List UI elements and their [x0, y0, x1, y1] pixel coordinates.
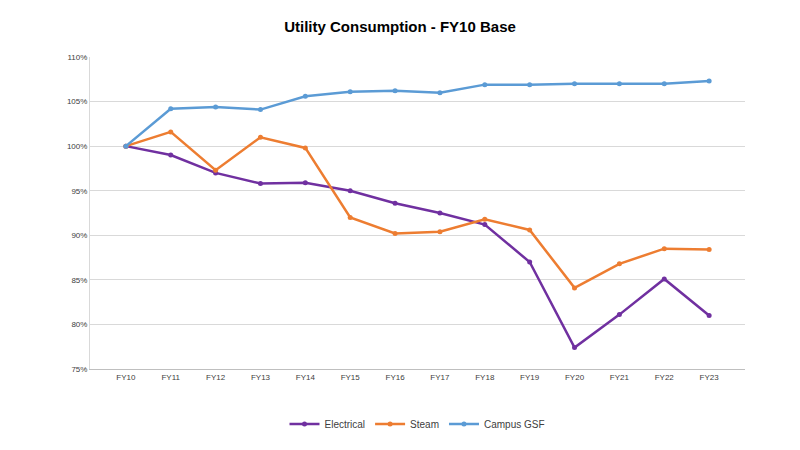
svg-text:95%: 95% [71, 187, 87, 196]
svg-text:FY16: FY16 [386, 373, 406, 382]
svg-text:80%: 80% [71, 320, 87, 329]
svg-text:FY17: FY17 [430, 373, 450, 382]
svg-text:FY21: FY21 [610, 373, 630, 382]
svg-text:FY19: FY19 [520, 373, 540, 382]
svg-text:FY15: FY15 [341, 373, 361, 382]
svg-text:Campus GSF: Campus GSF [484, 419, 545, 430]
svg-text:75%: 75% [71, 365, 87, 374]
svg-text:90%: 90% [71, 231, 87, 240]
svg-text:FY13: FY13 [251, 373, 271, 382]
svg-text:FY20: FY20 [565, 373, 585, 382]
svg-text:FY22: FY22 [655, 373, 675, 382]
svg-text:FY23: FY23 [700, 373, 720, 382]
svg-text:FY12: FY12 [206, 373, 226, 382]
svg-text:110%: 110% [68, 53, 88, 62]
svg-text:Utility Consumption - FY10 Bas: Utility Consumption - FY10 Base [284, 18, 516, 35]
svg-text:105%: 105% [67, 97, 87, 106]
svg-text:FY10: FY10 [116, 373, 136, 382]
svg-text:85%: 85% [71, 276, 87, 285]
svg-text:FY11: FY11 [161, 373, 180, 382]
svg-text:Steam: Steam [410, 419, 439, 430]
svg-text:FY14: FY14 [296, 373, 316, 382]
svg-text:100%: 100% [67, 142, 87, 151]
svg-text:FY18: FY18 [475, 373, 495, 382]
svg-text:Electrical: Electrical [325, 419, 366, 430]
